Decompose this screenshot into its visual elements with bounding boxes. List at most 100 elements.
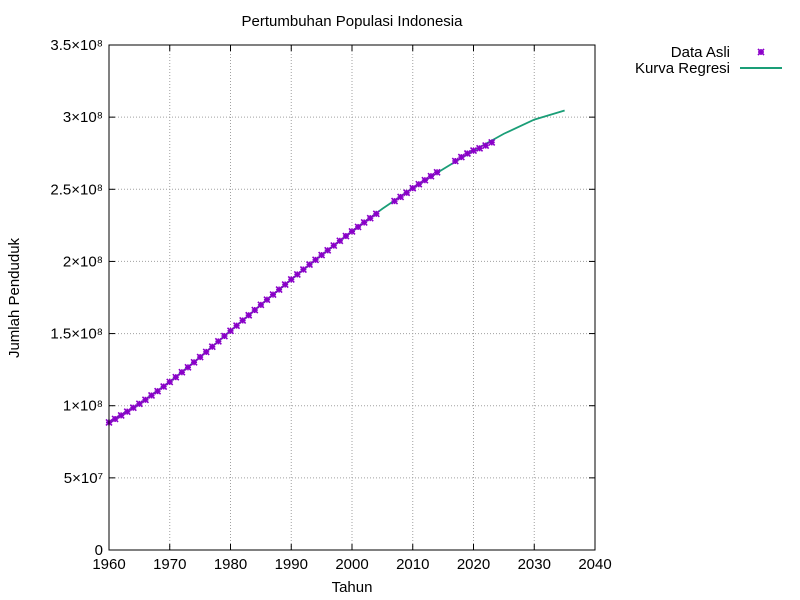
data-point xyxy=(390,197,399,205)
data-point xyxy=(342,232,350,240)
axes: 1960 1970 1980 1990 2000 2010 2020 2030 2040 0 5×1… xyxy=(50,37,611,573)
data-point-stroke xyxy=(476,144,484,152)
chart-title: Pertumbuhan Populasi Indonesia xyxy=(242,13,464,30)
y-tick-label: 3.5×10⁸ xyxy=(50,37,103,54)
data-point xyxy=(220,332,228,340)
legend-label-kurva-regresi: Kurva Regresi xyxy=(635,60,730,77)
data-point-stroke xyxy=(208,343,216,351)
data-point xyxy=(318,251,326,259)
data-point-stroke xyxy=(390,197,399,205)
data-point xyxy=(263,296,271,304)
data-point xyxy=(141,396,150,404)
series-layer xyxy=(105,109,565,427)
data-point xyxy=(348,227,356,235)
data-point xyxy=(463,149,471,158)
data-point xyxy=(166,378,174,386)
data-point-stroke xyxy=(757,48,765,56)
data-point xyxy=(123,408,131,416)
data-point xyxy=(469,147,478,155)
data-point xyxy=(233,322,241,330)
x-tick-label: 2000 xyxy=(335,556,368,573)
data-point-stroke xyxy=(269,291,277,299)
data-point xyxy=(208,343,216,351)
legend-label-data-asli: Data Asli xyxy=(671,44,730,61)
data-point-stroke xyxy=(166,378,174,386)
data-point-stroke xyxy=(305,261,314,269)
data-point xyxy=(135,400,143,408)
data-point xyxy=(257,301,265,309)
data-point xyxy=(275,285,283,294)
data-point xyxy=(457,153,465,161)
data-point xyxy=(354,223,362,231)
data-point-stroke xyxy=(226,327,235,335)
data-point-stroke xyxy=(427,172,435,180)
data-point xyxy=(433,168,441,176)
data-point xyxy=(415,180,423,188)
data-point xyxy=(239,316,247,325)
data-point-stroke xyxy=(299,265,307,274)
y-tick-label: 2×10⁸ xyxy=(63,253,103,270)
data-point xyxy=(172,373,180,381)
data-point-stroke xyxy=(287,275,295,284)
data-point-stroke xyxy=(324,246,332,254)
data-point-stroke xyxy=(469,147,478,155)
data-point-stroke xyxy=(348,227,356,235)
data-point xyxy=(372,210,380,218)
data-point-stroke xyxy=(135,400,143,408)
data-point-stroke xyxy=(372,210,380,218)
data-point-stroke xyxy=(311,256,320,264)
data-point-stroke xyxy=(147,391,156,400)
data-point-stroke xyxy=(129,404,137,412)
data-point xyxy=(482,142,490,150)
data-point xyxy=(269,291,277,299)
data-point xyxy=(184,363,192,371)
data-point xyxy=(421,176,429,184)
data-point-stroke xyxy=(123,408,131,416)
data-point-stroke xyxy=(463,149,471,158)
y-tick-label: 2.5×10⁸ xyxy=(50,181,103,198)
x-tick-label: 2010 xyxy=(396,556,429,573)
data-point xyxy=(311,256,320,264)
y-tick-label: 3×10⁸ xyxy=(63,109,103,126)
data-point-stroke xyxy=(160,382,168,391)
data-point xyxy=(330,241,338,250)
data-point-stroke xyxy=(330,241,338,250)
data-point-stroke xyxy=(336,237,344,245)
data-point-stroke xyxy=(318,251,326,259)
data-point-stroke xyxy=(397,193,405,201)
data-point-stroke xyxy=(275,285,283,294)
data-point xyxy=(245,311,253,319)
data-point-stroke xyxy=(366,214,374,222)
y-tick-label: 0 xyxy=(95,542,103,559)
x-axis-label: Tahun xyxy=(332,579,373,596)
data-point xyxy=(160,382,168,391)
data-point xyxy=(281,280,289,289)
legend-star xyxy=(757,48,765,56)
data-point xyxy=(196,353,204,361)
data-point-stroke xyxy=(178,368,186,376)
data-point-stroke xyxy=(111,415,119,423)
data-point xyxy=(190,358,198,366)
data-point xyxy=(299,265,307,274)
data-point-stroke xyxy=(415,180,423,188)
data-point-stroke xyxy=(293,270,301,278)
data-point-stroke xyxy=(263,296,271,304)
data-point xyxy=(202,348,210,356)
data-point-stroke xyxy=(457,153,465,161)
data-point xyxy=(476,144,484,152)
x-tick-label: 1980 xyxy=(214,556,247,573)
data-point-stroke xyxy=(354,223,362,231)
data-point-stroke xyxy=(451,157,459,165)
data-point xyxy=(147,391,156,400)
x-tick-label: 1990 xyxy=(275,556,308,573)
data-point-stroke xyxy=(196,353,204,361)
data-point-stroke xyxy=(239,316,247,325)
data-point xyxy=(409,184,417,192)
y-tick-label: 1.5×10⁸ xyxy=(50,326,103,343)
x-tick-label: 1970 xyxy=(153,556,186,573)
grid-lines xyxy=(109,45,595,550)
data-point-stroke xyxy=(214,337,222,345)
data-point xyxy=(427,172,435,180)
x-tick-label: 2020 xyxy=(457,556,490,573)
